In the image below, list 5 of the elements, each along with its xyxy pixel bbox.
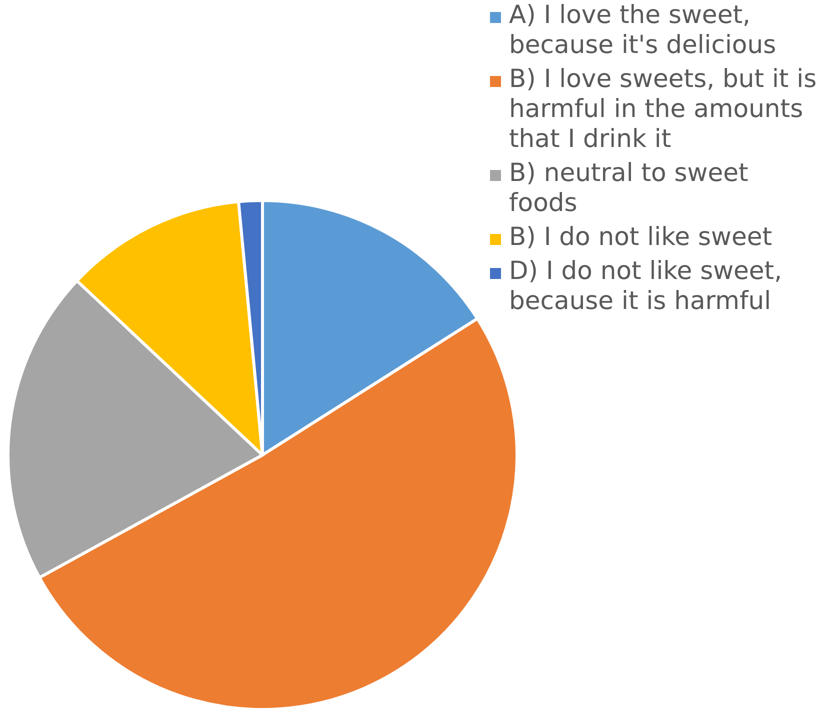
legend-label: B) I love sweets, but it is harmful in the amounts that I drink it (509, 64, 818, 154)
legend-label: B) I do not like sweet (509, 222, 772, 252)
legend-label: A) I love the sweet, because it's delicious (509, 0, 778, 60)
legend-label: D) I do not like sweet, because it is harmful (509, 256, 784, 316)
legend-label: B) neutral to sweet foods (509, 158, 750, 218)
